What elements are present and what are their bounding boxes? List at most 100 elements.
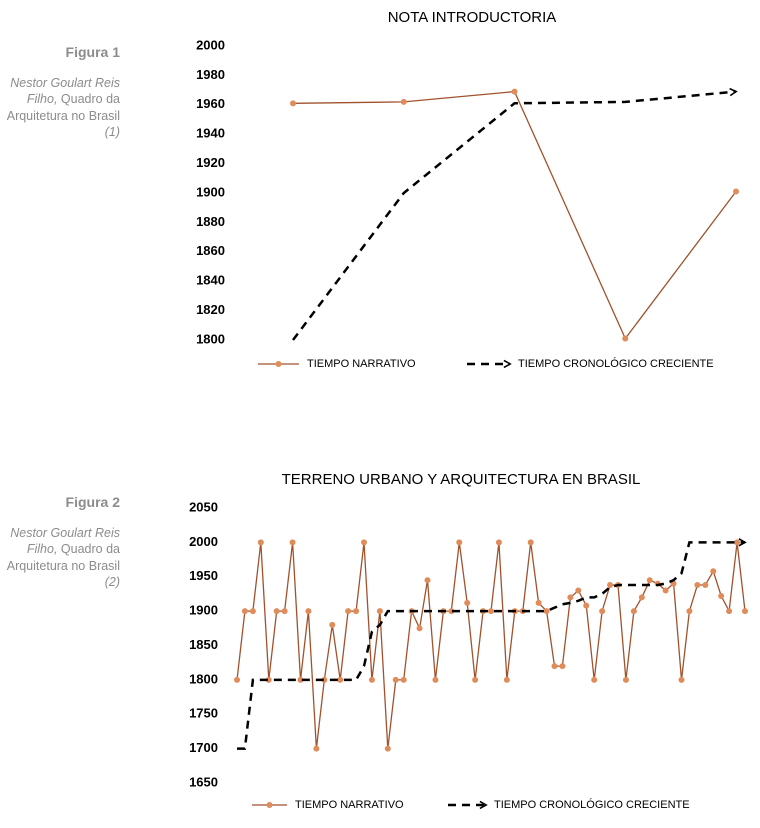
point: [638, 594, 645, 601]
caption-work: Quadro da Arquitetura no Brasil: [6, 542, 120, 573]
y-tick-label: 2050: [189, 499, 218, 514]
y-tick-label: 1800: [196, 331, 225, 346]
point: [321, 676, 328, 683]
point: [289, 539, 296, 546]
point: [591, 676, 598, 683]
point: [742, 608, 748, 615]
point: [472, 676, 479, 683]
point: [368, 676, 375, 683]
point: [305, 608, 312, 615]
figure-label: Figura 2: [65, 494, 120, 510]
point: [622, 335, 629, 342]
y-tick-label: 1820: [196, 302, 225, 317]
legend-label: TIEMPO NARRATIVO: [307, 358, 416, 370]
legend-label: TIEMPO NARRATIVO: [295, 799, 404, 811]
point: [726, 608, 733, 615]
series-line: [237, 538, 747, 750]
y-tick-label: 1880: [196, 214, 225, 229]
point: [718, 593, 725, 599]
figure-label: Figura 1: [65, 44, 120, 60]
point: [527, 539, 534, 546]
point: [495, 539, 502, 546]
point: [575, 587, 582, 594]
point: [400, 676, 407, 683]
chart-title: NOTA INTRODUCTORIA: [388, 9, 557, 26]
y-tick-label: 1980: [196, 67, 225, 82]
y-tick-label: 1650: [189, 774, 218, 789]
point: [646, 577, 653, 584]
y-tick-label: 2000: [189, 534, 218, 549]
y-tick-label: 1900: [189, 603, 218, 618]
point: [313, 745, 320, 752]
caption-ref: (2): [104, 575, 120, 589]
caption-author: Nestor Goulart Reis Filho,: [10, 525, 120, 557]
point: [290, 100, 296, 107]
point: [551, 663, 558, 670]
series-line: [292, 87, 738, 341]
point: [424, 577, 431, 584]
point: [662, 587, 669, 594]
point: [456, 539, 463, 546]
point: [361, 539, 367, 546]
point: [337, 676, 344, 683]
y-tick-label: 2000: [196, 37, 225, 52]
point: [281, 608, 288, 615]
y-tick-label: 1800: [189, 671, 218, 686]
point: [400, 98, 407, 105]
point: [607, 582, 614, 588]
caption-author: Nestor Goulart Reis Filho,: [10, 75, 120, 107]
y-tick-label: 1950: [189, 568, 218, 583]
point: [734, 539, 741, 546]
y-tick-label: 1920: [196, 155, 225, 170]
y-tick-label: 1700: [189, 740, 218, 755]
y-tick-label: 1940: [196, 126, 225, 141]
point: [630, 608, 637, 615]
legend-label: TIEMPO CRONOLÓGICO CRECIENTE: [494, 798, 690, 811]
point: [432, 676, 439, 683]
point: [599, 608, 606, 615]
point: [583, 602, 590, 609]
y-tick-label: 1860: [196, 243, 225, 258]
point: [273, 608, 280, 615]
point: [543, 608, 550, 615]
legend-marker: [275, 361, 282, 367]
point: [733, 188, 739, 195]
point: [392, 676, 399, 683]
point: [257, 539, 264, 546]
point: [535, 599, 542, 606]
y-tick-label: 1850: [189, 637, 218, 652]
point: [448, 608, 455, 615]
legend-label: TIEMPO CRONOLÓGICO CRECIENTE: [518, 357, 714, 370]
point: [234, 676, 240, 683]
series-line: [292, 90, 737, 340]
point: [622, 676, 629, 683]
point: [686, 608, 693, 615]
point: [694, 582, 701, 588]
y-tick-label: 1900: [196, 184, 225, 199]
y-tick-label: 1750: [189, 706, 218, 721]
figure-caption: Figura 2 Nestor Goulart Reis Filho, Quad…: [0, 494, 120, 591]
legend-marker: [266, 802, 273, 808]
point: [329, 621, 336, 628]
point: [702, 582, 709, 588]
point: [249, 608, 256, 615]
point: [384, 745, 391, 752]
point: [297, 676, 304, 683]
point: [241, 608, 248, 615]
point: [678, 676, 685, 683]
figure-caption: Figura 1 Nestor Goulart Reis Filho, Quad…: [0, 44, 120, 141]
point: [511, 88, 518, 95]
point: [488, 608, 494, 615]
point: [464, 599, 471, 606]
caption-work: Quadro da Arquitetura no Brasil: [6, 92, 120, 123]
point: [567, 594, 574, 601]
y-tick-label: 1840: [196, 273, 225, 288]
chart-title: TERRENO URBANO Y ARQUITECTURA EN BRASIL: [282, 471, 641, 488]
point: [376, 608, 383, 615]
point: [416, 625, 423, 632]
point: [503, 676, 510, 683]
point: [345, 608, 352, 615]
point: [710, 568, 717, 575]
